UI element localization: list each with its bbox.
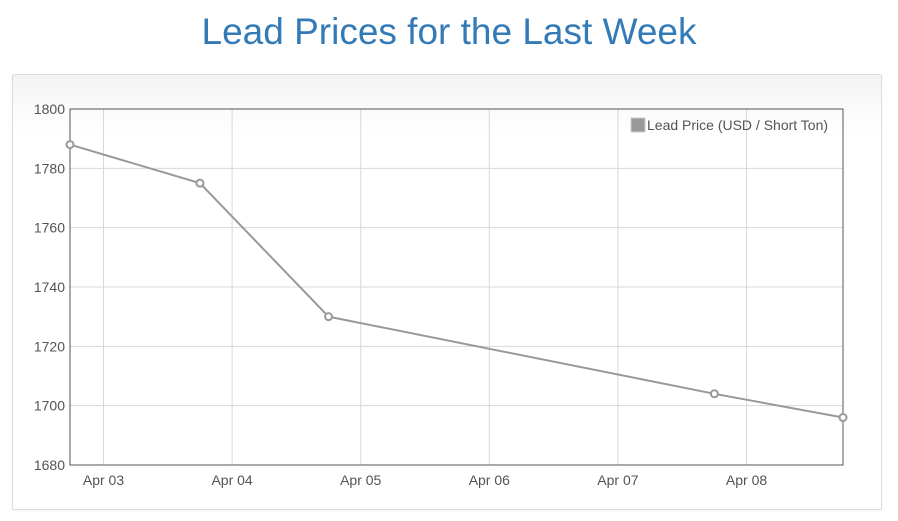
x-tick-label: Apr 05 [340, 472, 381, 488]
x-tick-label: Apr 08 [726, 472, 767, 488]
series-line [69, 143, 844, 419]
x-tick-label: Apr 03 [83, 472, 124, 488]
data-point [195, 178, 205, 188]
plot-border [69, 108, 844, 466]
x-tick-label: Apr 06 [469, 472, 510, 488]
y-tick-label: 1720 [34, 338, 65, 354]
y-tick-label: 1760 [34, 220, 65, 236]
page-title: Lead Prices for the Last Week [201, 11, 697, 52]
data-point [65, 140, 75, 150]
line-chart: 1680 1700 1720 1740 1760 1780 1800 Apr 03 Apr 04… [34, 101, 848, 488]
y-tick-label: 1800 [34, 101, 65, 117]
y-tick-label: 1680 [34, 457, 65, 473]
data-point [324, 312, 334, 322]
legend-swatch [630, 117, 646, 133]
legend-label: Lead Price (USD / Short Ton) [647, 117, 828, 133]
x-tick-label: Apr 04 [211, 472, 252, 488]
y-tick-label: 1780 [34, 160, 65, 176]
data-point [709, 389, 719, 399]
chart-panel: 1680 1700 1720 1740 1760 1780 1800 Apr 03 Apr 04… [12, 74, 882, 510]
y-tick-label: 1740 [34, 279, 65, 295]
data-point [838, 413, 848, 423]
x-tick-label: Apr 07 [597, 472, 638, 488]
y-tick-label: 1700 [34, 398, 65, 414]
